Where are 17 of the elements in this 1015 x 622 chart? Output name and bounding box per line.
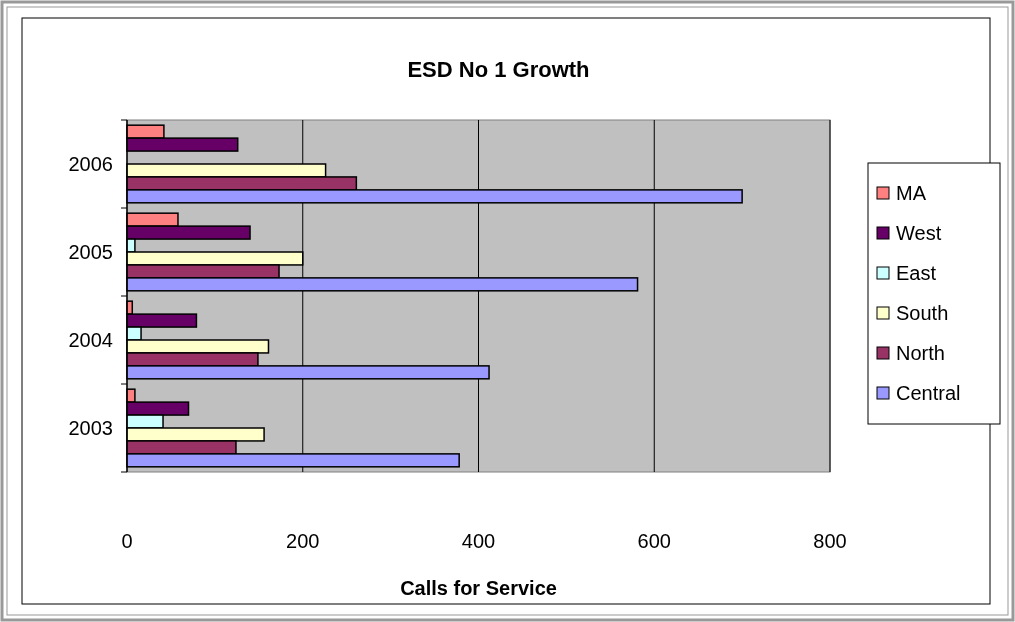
legend-label: South: [896, 302, 949, 324]
x-tick-label: 600: [637, 530, 671, 552]
y-tick-label: 2006: [68, 153, 113, 175]
legend-label: East: [896, 262, 937, 284]
x-tick-label: 800: [813, 530, 847, 552]
legend-label: Central: [896, 382, 961, 404]
legend-label: North: [896, 342, 945, 364]
legend-label: MA: [896, 182, 927, 204]
y-tick-label: 2004: [68, 329, 113, 351]
x-tick-label: 200: [286, 530, 320, 552]
chart-title: ESD No 1 Growth: [407, 57, 590, 82]
legend-label: West: [896, 222, 942, 244]
y-tick-label: 2003: [68, 417, 113, 439]
x-tick-label: 400: [461, 530, 496, 552]
x-axis-title: Calls for Service: [400, 577, 557, 599]
x-tick-label: 0: [121, 530, 133, 552]
y-tick-label: 2005: [68, 241, 113, 263]
